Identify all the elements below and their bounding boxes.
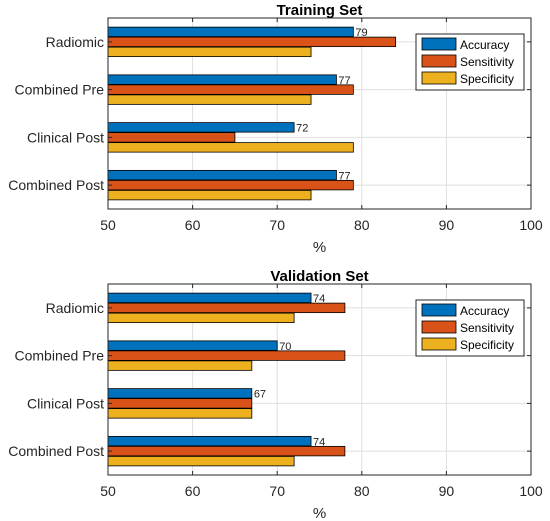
category-label-combined-pre: Combined Pre (15, 348, 105, 364)
bar-specificity-combined-pre (107, 360, 253, 371)
data-label-accuracy-radiomic: 74 (313, 293, 325, 305)
legend-label-specificity: Specificity (460, 72, 514, 86)
legend-label-accuracy: Accuracy (460, 38, 509, 52)
category-label-clinical-post: Clinical Post (27, 129, 104, 145)
data-label-accuracy-radiomic: 79 (355, 27, 367, 39)
x-tick-label: 70 (269, 483, 285, 499)
x-tick-label: 50 (100, 483, 116, 499)
bar-sensitivity-radiomic (107, 36, 397, 48)
legend: Accuracy Sensitivity Specificity (415, 299, 525, 357)
bar-specificity-radiomic (107, 46, 312, 58)
chart-title: Training Set (277, 2, 363, 19)
category-label-combined-pre: Combined Pre (15, 82, 105, 98)
legend: Accuracy Sensitivity Specificity (415, 33, 525, 91)
data-label-accuracy-clinical-post: 72 (296, 123, 308, 135)
bar-sensitivity-combined-post (107, 179, 354, 191)
bar-accuracy-radiomic (107, 292, 312, 304)
x-tick-label: 100 (519, 217, 543, 233)
legend-swatch-specificity (421, 71, 457, 85)
legend-swatch-accuracy (421, 303, 457, 317)
chart-title: Validation Set (270, 268, 368, 285)
bar-specificity-clinical-post (107, 408, 253, 419)
axes-box (107, 17, 532, 210)
x-axis-label: % (313, 239, 326, 256)
x-tick-label: 100 (519, 483, 543, 499)
legend-swatch-accuracy (421, 37, 457, 51)
category-label-radiomic: Radiomic (46, 34, 104, 50)
category-label-combined-post: Combined Post (8, 177, 104, 193)
validation-set-chart: 74 70 67 74 50 60 70 80 90 100 Radiomic Combined Pr… (8, 268, 543, 521)
x-tick-label: 90 (439, 217, 455, 233)
x-tick-label: 90 (439, 483, 455, 499)
bar-sensitivity-clinical-post (107, 132, 236, 143)
bar-accuracy-combined-pre (107, 74, 337, 85)
data-label-accuracy-combined-post: 74 (313, 436, 325, 448)
bar-specificity-radiomic (107, 312, 295, 324)
bar-specificity-clinical-post (107, 142, 354, 153)
data-label-accuracy-combined-pre: 70 (279, 341, 291, 353)
legend-label-specificity: Specificity (460, 338, 514, 352)
category-label-combined-post: Combined Post (8, 443, 104, 459)
axes-box (107, 283, 532, 476)
x-tick-label: 70 (269, 217, 285, 233)
bar-accuracy-combined-post (107, 435, 312, 447)
bar-sensitivity-combined-pre (107, 350, 346, 361)
legend-swatch-sensitivity (421, 54, 457, 68)
x-axis-label: % (313, 505, 326, 521)
training-set-chart: 79 77 72 77 50 60 70 80 90 100 Radiomic Combined Pr… (8, 2, 543, 256)
bar-accuracy-radiomic (107, 26, 354, 38)
legend-swatch-sensitivity (421, 320, 457, 334)
bar-accuracy-combined-post (107, 169, 337, 181)
bar-specificity-combined-post (107, 455, 295, 467)
x-tick-label: 60 (185, 217, 201, 233)
bar-specificity-combined-post (107, 189, 312, 201)
x-tick-label: 80 (354, 483, 370, 499)
bar-sensitivity-combined-post (107, 445, 346, 457)
x-tick-label: 60 (185, 483, 201, 499)
category-label-clinical-post: Clinical Post (27, 395, 104, 411)
bar-sensitivity-radiomic (107, 302, 346, 314)
bar-accuracy-combined-pre (107, 340, 278, 351)
data-label-accuracy-combined-pre: 77 (338, 75, 350, 87)
x-tick-label: 80 (354, 217, 370, 233)
category-label-radiomic: Radiomic (46, 300, 104, 316)
bar-sensitivity-combined-pre (107, 84, 354, 95)
legend-swatch-specificity (421, 337, 457, 351)
bar-accuracy-clinical-post (107, 122, 295, 133)
legend-label-sensitivity: Sensitivity (460, 321, 514, 335)
x-tick-label: 50 (100, 217, 116, 233)
legend-label-sensitivity: Sensitivity (460, 55, 514, 69)
legend-label-accuracy: Accuracy (460, 304, 509, 318)
bar-sensitivity-clinical-post (107, 398, 253, 409)
data-label-accuracy-clinical-post: 67 (254, 389, 266, 401)
bar-specificity-combined-pre (107, 94, 312, 105)
data-label-accuracy-combined-post: 77 (338, 170, 350, 182)
bar-accuracy-clinical-post (107, 388, 253, 399)
